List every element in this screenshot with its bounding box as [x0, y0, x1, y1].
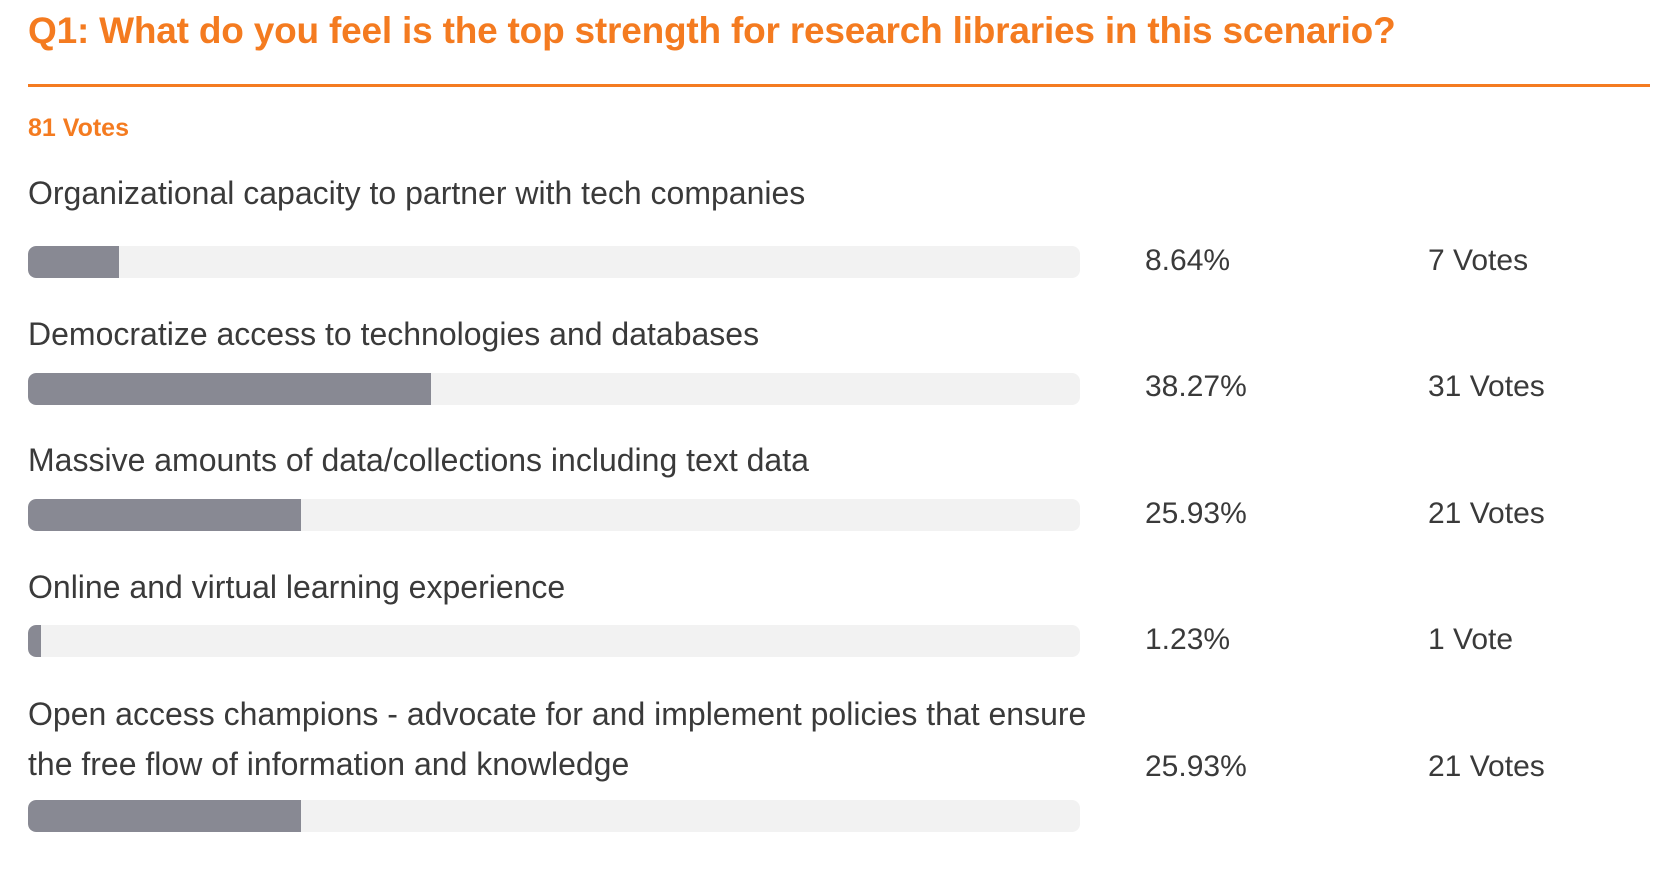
poll-question-title: Q1: What do you feel is the top strength… — [28, 10, 1396, 51]
title-divider — [28, 84, 1650, 87]
bar-fill — [28, 246, 119, 278]
bar-fill — [28, 800, 301, 832]
bar-track — [28, 800, 1080, 832]
bar-fill — [28, 625, 41, 657]
percent-label: 25.93% — [1145, 750, 1247, 783]
vote-count-label: 7 Votes — [1428, 244, 1529, 277]
bar-track — [28, 373, 1080, 405]
percent-label: 1.23% — [1145, 623, 1231, 656]
vote-count-label: 1 Vote — [1428, 623, 1514, 656]
bar-fill — [28, 499, 301, 531]
bar-track — [28, 499, 1080, 531]
vote-count-label: 21 Votes — [1428, 750, 1545, 783]
option-label: Massive amounts of data/collections incl… — [28, 442, 809, 478]
option-label: Online and virtual learning experience — [28, 569, 566, 605]
total-votes-label: 81 Votes — [28, 114, 129, 142]
bar-fill — [28, 373, 431, 405]
option-label: Democratize access to technologies and d… — [28, 316, 760, 352]
percent-label: 25.93% — [1145, 497, 1247, 530]
bar-track — [28, 625, 1080, 657]
option-label: Organizational capacity to partner with … — [28, 175, 806, 211]
option-label: Open access champions - advocate for and… — [28, 696, 1087, 782]
vote-count-label: 21 Votes — [1428, 497, 1545, 530]
percent-label: 8.64% — [1145, 244, 1231, 277]
percent-label: 38.27% — [1145, 370, 1247, 403]
vote-count-label: 31 Votes — [1428, 370, 1545, 403]
bar-track — [28, 246, 1080, 278]
